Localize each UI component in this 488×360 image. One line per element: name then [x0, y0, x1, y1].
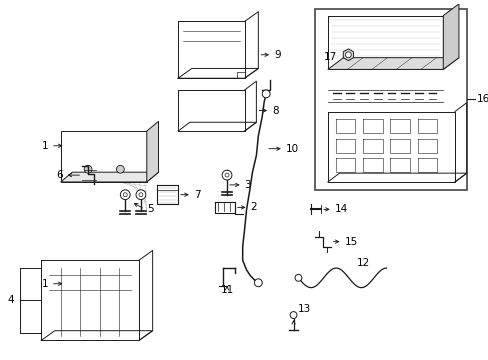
Text: 9: 9 — [273, 50, 280, 60]
Text: 7: 7 — [193, 190, 200, 200]
Text: 5: 5 — [146, 204, 153, 214]
Circle shape — [345, 52, 350, 58]
Circle shape — [289, 312, 296, 319]
Circle shape — [254, 279, 262, 287]
Polygon shape — [443, 4, 458, 69]
Text: 10: 10 — [285, 144, 298, 154]
Circle shape — [116, 165, 124, 173]
Text: 12: 12 — [356, 258, 370, 268]
Circle shape — [136, 190, 145, 199]
Circle shape — [294, 274, 301, 281]
Bar — [314, 9, 466, 190]
Circle shape — [84, 165, 92, 173]
Text: 8: 8 — [271, 105, 278, 116]
Circle shape — [222, 170, 231, 180]
Polygon shape — [61, 172, 158, 182]
Bar — [61, 131, 146, 182]
Text: 2: 2 — [250, 202, 257, 212]
Circle shape — [139, 193, 142, 197]
Text: 6: 6 — [56, 170, 62, 180]
Text: 4: 4 — [7, 295, 14, 305]
Text: 17: 17 — [323, 52, 336, 62]
Text: 1: 1 — [42, 141, 49, 151]
Text: 3: 3 — [244, 180, 251, 190]
Circle shape — [120, 190, 130, 199]
Polygon shape — [327, 58, 458, 69]
Text: 16: 16 — [476, 94, 488, 104]
Text: 1: 1 — [42, 279, 49, 289]
Circle shape — [262, 90, 269, 98]
Text: 15: 15 — [344, 237, 357, 247]
Text: 11: 11 — [220, 285, 233, 294]
Polygon shape — [343, 49, 353, 60]
Polygon shape — [146, 121, 158, 182]
Text: 14: 14 — [334, 204, 347, 214]
Circle shape — [123, 193, 127, 197]
Text: 13: 13 — [297, 304, 310, 314]
Circle shape — [224, 173, 228, 177]
